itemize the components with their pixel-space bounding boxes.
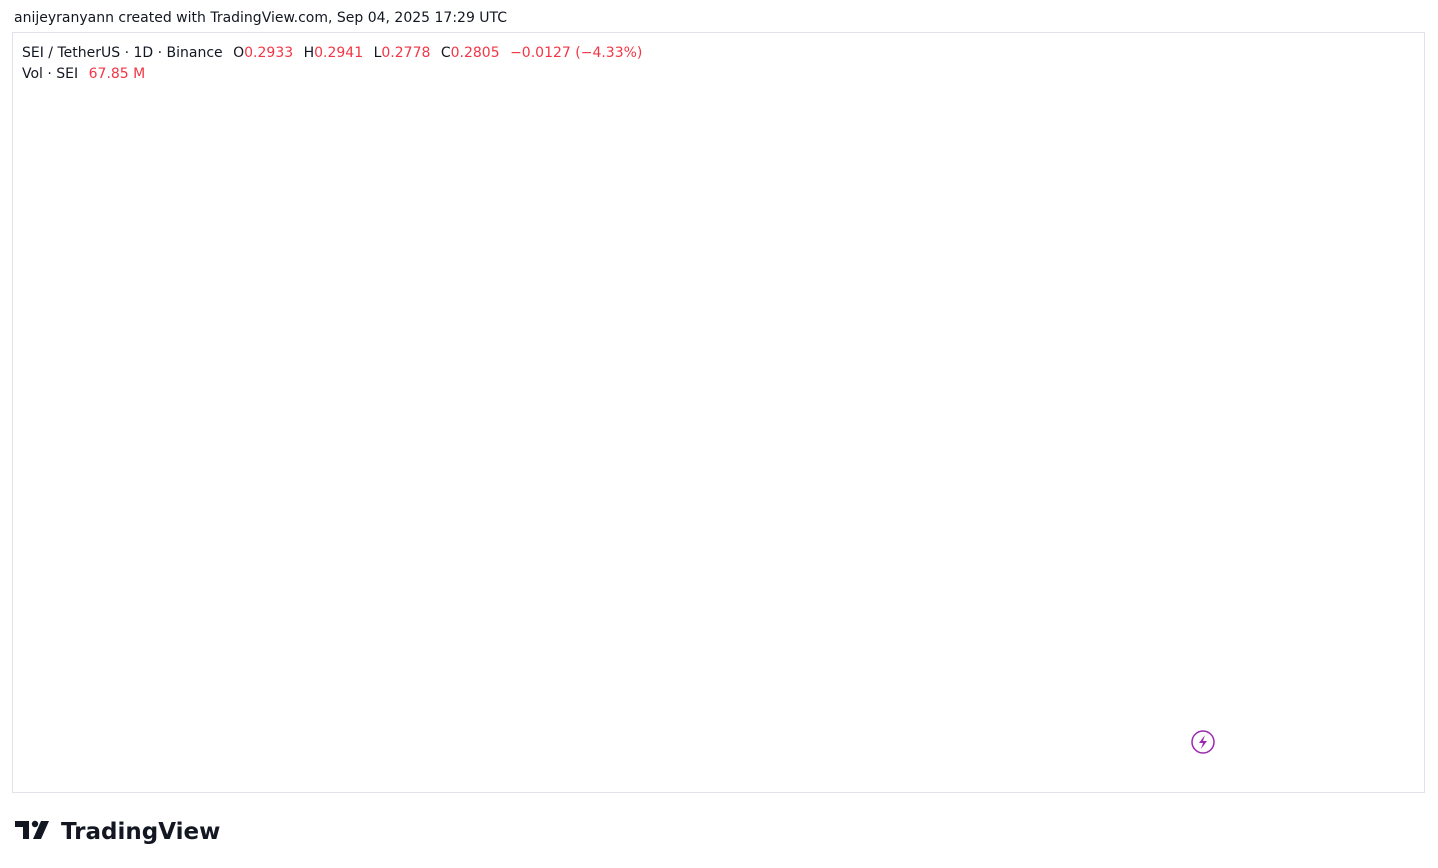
- high-value: 0.2941: [314, 45, 364, 61]
- volume-label: Vol · SEI: [22, 66, 79, 82]
- open-label: O: [233, 45, 245, 61]
- credit: anijeyranyann created with TradingView.c…: [14, 10, 508, 26]
- volume-legend: Vol · SEI 67.85 M: [22, 66, 145, 82]
- open-value: 0.2933: [244, 45, 294, 61]
- legend: SEI / TetherUS · 1D · Binance O0.2933 H0…: [22, 45, 642, 61]
- chart-border: [12, 32, 1425, 793]
- low-value: 0.2778: [381, 45, 431, 61]
- volume-value: 67.85 M: [88, 66, 146, 82]
- symbol: SEI / TetherUS · 1D · Binance: [22, 45, 223, 61]
- close-value: 0.2805: [450, 45, 500, 61]
- logo-text: TradingView: [61, 819, 220, 845]
- logo-icon: [15, 820, 49, 839]
- high-label: H: [303, 45, 315, 61]
- alert-icon[interactable]: [1191, 730, 1215, 754]
- close-label: C: [440, 45, 451, 61]
- change-value: −0.0127 (−4.33%): [510, 45, 643, 61]
- low-label: L: [373, 45, 382, 61]
